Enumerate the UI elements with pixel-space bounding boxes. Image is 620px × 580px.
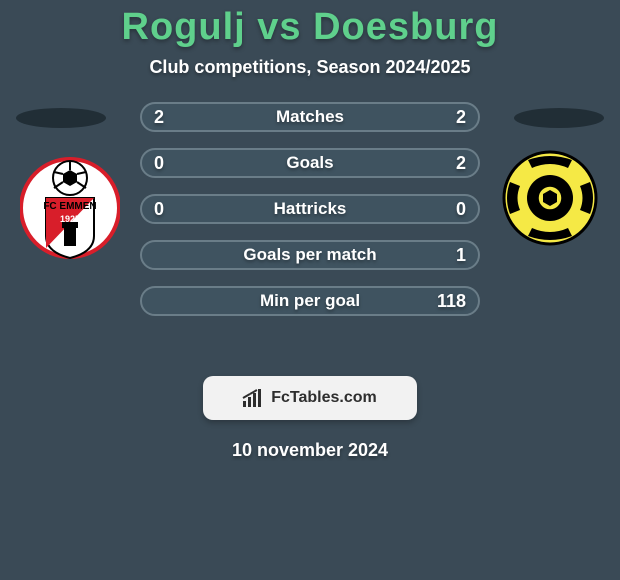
footer-badge[interactable]: FcTables.com: [203, 376, 417, 420]
club-crest-left: FC EMMEN 1925: [20, 152, 120, 264]
stat-value-right: 1: [456, 245, 466, 266]
club-crest-right: [500, 148, 600, 260]
svg-text:1925: 1925: [60, 214, 80, 224]
stat-row: Goals0 2: [140, 148, 480, 178]
footer-label: FcTables.com: [271, 389, 377, 407]
stat-value-right: 0: [456, 199, 466, 220]
stats-area: FC EMMEN 1925 Matches22Goals02Hattricks0…: [0, 108, 620, 358]
stat-row: Matches2 2: [140, 102, 480, 132]
stat-label: Min per goal: [142, 291, 478, 311]
stat-row: Min per goal118: [140, 286, 480, 316]
subtitle: Club competitions, Season 2024/2025: [0, 57, 620, 78]
stat-value-right: 2: [456, 153, 466, 174]
vvv-venlo-crest-icon: [500, 148, 600, 248]
stat-value-left: 0: [154, 199, 164, 220]
stat-value-right: 118: [437, 291, 466, 312]
stat-label: Matches: [142, 107, 478, 127]
svg-text:FC EMMEN: FC EMMEN: [43, 201, 96, 212]
stat-label: Hattricks: [142, 199, 478, 219]
stat-rows: Matches22Goals02Hattricks00Goals per mat…: [140, 102, 480, 316]
fc-emmen-crest-icon: FC EMMEN 1925: [20, 152, 120, 264]
stat-value-left: 0: [154, 153, 164, 174]
stat-label: Goals per match: [142, 245, 478, 265]
date-line: 10 november 2024: [0, 440, 620, 461]
stat-row: Hattricks0 0: [140, 194, 480, 224]
page-title: Rogulj vs Doesburg: [0, 0, 620, 49]
player-comparison-infographic: Rogulj vs Doesburg Club competitions, Se…: [0, 0, 620, 580]
stat-row: Goals per match1: [140, 240, 480, 270]
stat-value-right: 2: [456, 107, 466, 128]
player-shadow-left: [16, 108, 106, 128]
chart-icon: [243, 389, 265, 407]
player-shadow-right: [514, 108, 604, 128]
stat-value-left: 2: [154, 107, 164, 128]
stat-label: Goals: [142, 153, 478, 173]
